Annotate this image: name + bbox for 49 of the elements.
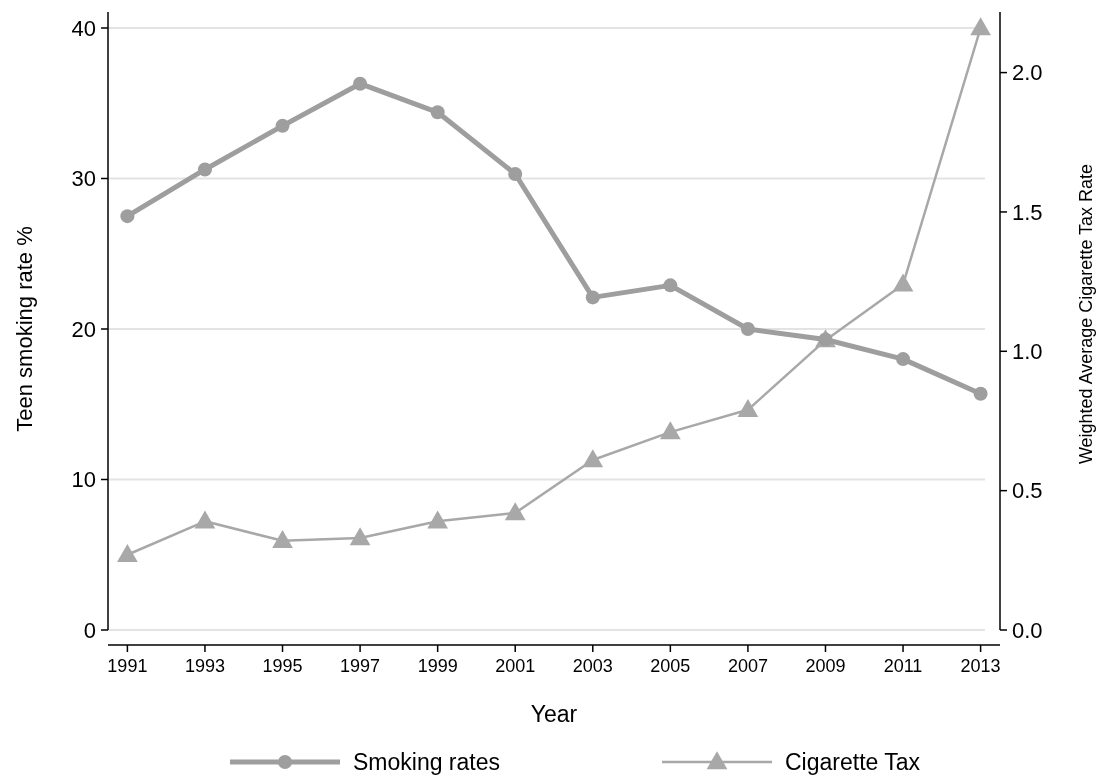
point (120, 209, 135, 224)
point (117, 543, 138, 562)
point (272, 530, 293, 549)
y-tick-label: 20 (71, 316, 96, 342)
x-tick-label: 2005 (650, 656, 691, 676)
legend-label: Smoking rates (353, 749, 501, 776)
x-tick-label: 2001 (495, 656, 536, 676)
x-tick-label: 2011 (883, 656, 923, 676)
y-tick-label: 30 (71, 166, 96, 192)
y-tick-label: 40 (71, 15, 96, 41)
x-tick-label: 1995 (262, 656, 303, 676)
point (349, 527, 371, 546)
x-tick-label: 2007 (727, 656, 768, 676)
y2-tick-label: 0.0 (1012, 617, 1043, 643)
point (896, 352, 911, 367)
y2-axis-title: Weighted Average Cigarette Tax Rate (1076, 163, 1096, 465)
point (582, 449, 604, 468)
point (353, 76, 368, 91)
y2-tick-label: 1.0 (1012, 339, 1043, 364)
y2-tick-label: 1.5 (1012, 199, 1043, 225)
x-tick-label: 1997 (340, 656, 381, 676)
point (194, 510, 216, 529)
legend-label: Cigarette Tax (785, 749, 921, 776)
point (504, 502, 526, 521)
x-tick-label: 2013 (960, 656, 1001, 676)
x-axis-title: Year (530, 701, 578, 727)
point (892, 273, 914, 292)
x-tick-label: 1991 (107, 656, 148, 676)
point (660, 421, 681, 440)
y-axis-title: Teen smoking rate % (12, 226, 37, 432)
y-tick-label: 0 (83, 617, 96, 643)
x-tick-label: 1999 (417, 656, 458, 676)
point (508, 166, 523, 181)
point (737, 399, 759, 418)
x-tick-label: 2009 (805, 656, 846, 676)
point (970, 17, 991, 36)
x-tick-label: 2003 (572, 656, 613, 676)
point (427, 510, 448, 529)
point (275, 118, 290, 133)
x-tick-label: 1993 (184, 656, 225, 676)
point (585, 290, 600, 305)
point (663, 278, 678, 293)
point (740, 322, 755, 336)
point (197, 162, 212, 177)
point (430, 105, 445, 120)
y-tick-label: 10 (71, 467, 96, 493)
y2-tick-label: 0.5 (1012, 478, 1043, 504)
point (973, 386, 988, 401)
y2-tick-label: 2.0 (1012, 60, 1043, 86)
